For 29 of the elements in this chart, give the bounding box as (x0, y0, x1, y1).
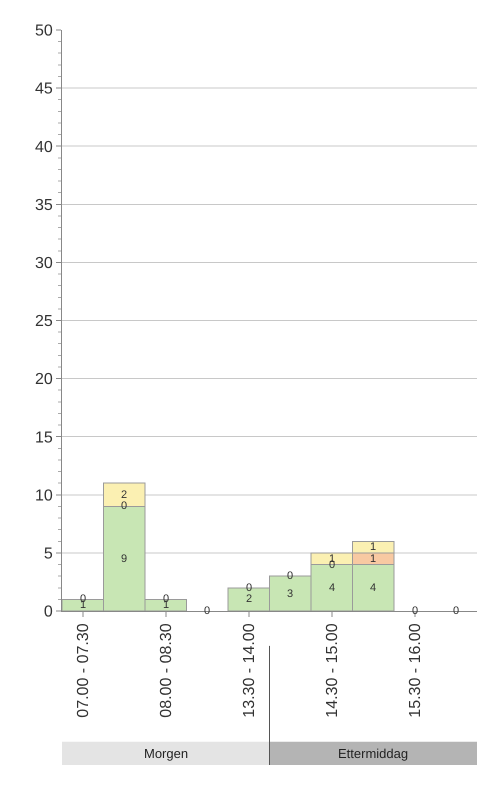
data-label: 0 (246, 582, 252, 594)
data-label: 0 (121, 500, 128, 512)
data-label: 3 (287, 588, 294, 600)
data-label: 1 (370, 553, 376, 565)
data-label: 4 (370, 582, 376, 594)
y-tick-label: 40 (35, 138, 53, 156)
y-tick-label: 0 (44, 604, 53, 621)
y-tick-label: 20 (35, 371, 53, 388)
x-tick-label: 14.30 - 15.00 (324, 623, 341, 718)
data-label: 2 (121, 489, 128, 501)
y-tick-label: 50 (35, 22, 53, 40)
x-tick-label: 15.30 - 16.00 (406, 623, 424, 718)
data-label: 2 (246, 593, 252, 605)
data-label: 9 (121, 553, 128, 565)
data-label: 4 (329, 582, 336, 594)
y-tick-label: 5 (44, 546, 53, 562)
y-tick-label: 10 (35, 487, 53, 504)
data-label: 1 (370, 541, 376, 553)
text: Ettermiddag (338, 746, 408, 761)
data-label: 0 (287, 570, 294, 582)
y-tick-label: 15 (35, 429, 53, 446)
y-tick-label: 30 (35, 255, 53, 272)
x-tick-label: 13.30 - 14.00 (240, 623, 258, 718)
y-tick-label: 45 (35, 80, 53, 98)
x-tick-label: 07.00 - 07.30 (74, 623, 92, 718)
y-tick-label: 25 (35, 313, 53, 330)
x-tick-label: 08.00 - 08.30 (158, 623, 175, 718)
y-tick-label: 35 (35, 196, 53, 214)
text: Morgen (144, 746, 188, 761)
